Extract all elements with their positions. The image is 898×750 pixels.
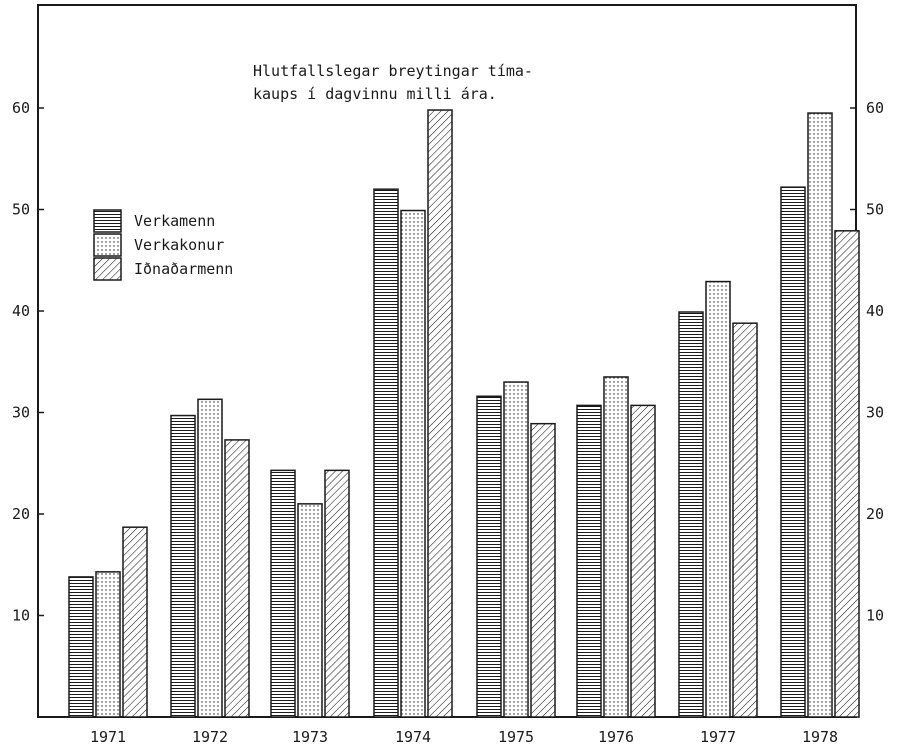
bar-dots-1972: [197, 398, 223, 718]
y-tick-label-left: 20: [12, 505, 30, 523]
x-tick-label: 1971: [90, 728, 126, 746]
bar-horizontal-lines-1971: [68, 576, 94, 718]
bar-dots-1978: [807, 112, 833, 718]
x-tick-label: 1974: [395, 728, 431, 746]
y-axis-left: 10 20 30 40 50 60: [12, 99, 44, 625]
x-tick-label: 1972: [192, 728, 228, 746]
x-axis: 1971 1972 1973 1974 1975 1976 1977 1978: [90, 728, 838, 746]
legend: Verkamenn Verkakonur Iðnaðarmenn: [93, 209, 233, 281]
bar-diagonal-lines-1975: [530, 422, 556, 718]
y-tick-label-right: 60: [866, 99, 884, 117]
bar-dots-1976: [603, 376, 629, 718]
legend-swatch-dots: [93, 233, 122, 257]
bar-dots-1977: [705, 280, 731, 718]
bar-diagonal-lines-1974: [427, 109, 453, 718]
bar-dots-1971: [95, 571, 121, 718]
legend-label: Verkakonur: [134, 236, 224, 254]
legend-label: Verkamenn: [134, 212, 215, 230]
bar-horizontal-lines-1977: [678, 311, 704, 718]
bar-horizontal-lines-1975: [476, 395, 502, 718]
legend-swatch-horizontal-lines: [93, 209, 122, 233]
y-tick-label-left: 50: [12, 201, 30, 219]
bar-horizontal-lines-1974: [373, 188, 399, 718]
bar-diagonal-lines-1972: [224, 439, 250, 718]
chart-title-line-1: Hlutfallslegar breytingar tíma-: [253, 62, 533, 80]
y-tick-label-right: 20: [866, 505, 884, 523]
bar-horizontal-lines-1976: [576, 404, 602, 718]
bar-diagonal-lines-1977: [732, 322, 758, 718]
bar-horizontal-lines-1972: [170, 414, 196, 718]
y-tick-label-right: 40: [866, 302, 884, 320]
bar-dots-1975: [503, 381, 529, 718]
bar-horizontal-lines-1973: [270, 469, 296, 718]
y-tick-label-left: 60: [12, 99, 30, 117]
y-tick-label-left: 10: [12, 607, 30, 625]
chart-title-line-2: kaups í dagvinnu milli ára.: [253, 85, 497, 103]
legend-label: Iðnaðarmenn: [134, 260, 233, 278]
legend-swatch-diagonal-lines: [93, 257, 122, 281]
y-tick-label-left: 40: [12, 302, 30, 320]
x-tick-label: 1975: [498, 728, 534, 746]
y-tick-label-left: 30: [12, 404, 30, 422]
bars: [68, 109, 860, 718]
x-tick-label: 1978: [802, 728, 838, 746]
x-tick-label: 1976: [598, 728, 634, 746]
x-tick-label: 1973: [292, 728, 328, 746]
bar-diagonal-lines-1976: [630, 404, 656, 718]
y-tick-label-right: 10: [866, 607, 884, 625]
bar-dots-1974: [400, 209, 426, 718]
bar-dots-1973: [297, 503, 323, 718]
bar-horizontal-lines-1978: [780, 186, 806, 718]
bar-diagonal-lines-1973: [324, 469, 350, 718]
x-tick-label: 1977: [700, 728, 736, 746]
y-tick-label-right: 30: [866, 404, 884, 422]
y-axis-right: 10 20 30 40 50 60: [850, 99, 884, 625]
bar-diagonal-lines-1971: [122, 526, 148, 718]
y-tick-label-right: 50: [866, 201, 884, 219]
bar-diagonal-lines-1978: [834, 230, 860, 718]
